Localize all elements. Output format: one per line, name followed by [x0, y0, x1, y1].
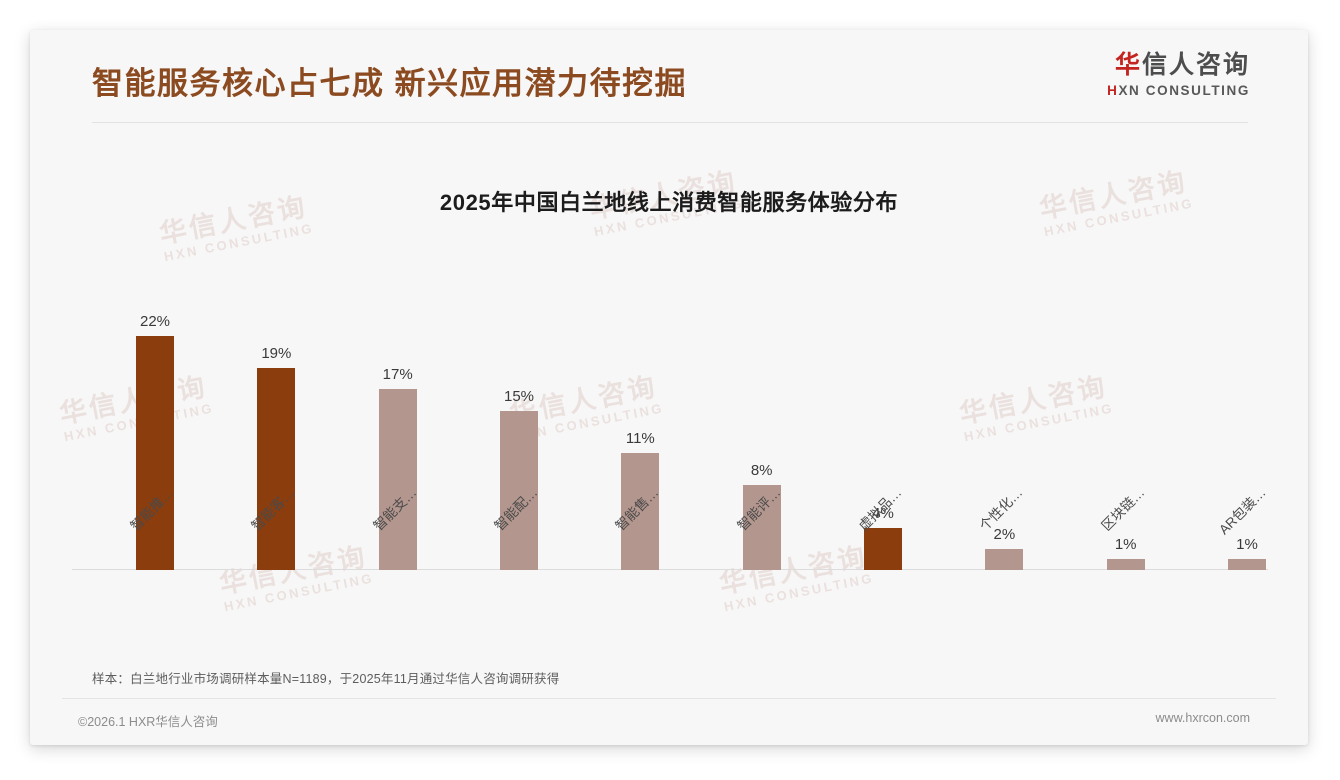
bar-chart-plot: 22% 智能推… 19% 智能客… 17% 智能支… 15% 智能配… 11% 智能售… 8% 智能评… — [72, 250, 1268, 680]
bar-label-slot: 智能支… — [338, 485, 458, 680]
bar-label-slot: 虚拟品… — [823, 485, 943, 680]
bar[interactable] — [257, 368, 296, 570]
header-divider — [92, 122, 1248, 123]
bar-value-label: 17% — [382, 366, 413, 384]
axis-baseline — [72, 569, 1268, 570]
bar[interactable] — [742, 485, 781, 570]
bar-label-slot: 智能客… — [216, 485, 336, 680]
bar-category-text: 智能配… — [491, 484, 541, 534]
bar-value-label: 11% — [625, 430, 655, 448]
bar-group: 19% — [216, 250, 336, 570]
bar[interactable] — [136, 336, 174, 570]
bar-label-slot: 智能推… — [95, 485, 215, 680]
bar-category-text: 智能售… — [612, 484, 662, 534]
logo-text-en: HXN CONSULTING — [1107, 82, 1250, 98]
bar-group: 17% — [338, 250, 458, 570]
bar-group: 1% — [1187, 250, 1307, 570]
bar[interactable] — [1106, 559, 1145, 570]
bar-label-slot: AR包装… — [1187, 485, 1307, 680]
bar[interactable] — [621, 453, 660, 570]
bar-category-label: AR包装… — [1187, 476, 1307, 576]
bar[interactable] — [378, 389, 417, 570]
bar-group: 8% — [702, 250, 822, 570]
chart-title: 2025年中国白兰地线上消费智能服务体验分布 — [439, 190, 899, 215]
bar-category-label: 智能评… — [702, 476, 822, 576]
bar-category-text: 智能评… — [734, 484, 784, 534]
bar-category-text: 智能推… — [127, 484, 177, 534]
bar-category-text: AR包装… — [1215, 484, 1269, 538]
bar-category-text: 智能支… — [370, 484, 420, 534]
bar-category-label: 智能客… — [216, 476, 336, 576]
logo-text-cn: 华信人咨询 — [1114, 51, 1250, 79]
bar-label-slot: 智能配… — [459, 485, 579, 680]
sample-note: 样本：白兰地行业市场调研样本量N=1189，于2025年11月通过华信人咨询调研… — [92, 672, 560, 686]
bar-label-slot: 区块链… — [1066, 485, 1186, 680]
bar-value-label: 2% — [993, 525, 1016, 543]
bar-category-label: 区块链… — [1066, 476, 1186, 576]
bar-category-label: 虚拟品… — [823, 476, 943, 576]
bar-value-label: 22% — [139, 313, 171, 331]
bar-group: 4% — [823, 250, 943, 570]
bar-category-label: 个性化… — [944, 476, 1064, 576]
bar-category-text: 区块链… — [1098, 484, 1148, 534]
bar-group: 22% — [95, 250, 215, 570]
bar-category-label: 智能配… — [459, 476, 579, 576]
footer-copyright: ©2026.1 HXR华信人咨询 — [78, 715, 218, 729]
bar-group: 15% — [459, 250, 579, 570]
bar[interactable] — [864, 527, 902, 570]
slide-footer: ©2026.1 HXR华信人咨询 www.hxrcon.com — [30, 699, 1308, 745]
bar-value-label: 4% — [872, 504, 894, 522]
footer-website: www.hxrcon.com — [1155, 711, 1250, 725]
bar-value-label: 15% — [503, 387, 535, 405]
bar-category-label: 智能支… — [338, 476, 458, 576]
bar-category-text: 智能客… — [248, 484, 298, 534]
page-title: 智能服务核心占七成 新兴应用潜力待挖掘 — [92, 66, 688, 101]
slide-header: 智能服务核心占七成 新兴应用潜力待挖掘 华信人咨询 HXN CONSULTING — [30, 30, 1308, 122]
chart-area: 2025年中国白兰地线上消费智能服务体验分布 22% 智能推… 19% 智能客… 17%… — [30, 130, 1308, 670]
bar-value-label: 19% — [261, 345, 292, 363]
bar[interactable] — [1228, 559, 1266, 570]
bar-group: 1% — [1066, 250, 1186, 570]
bar-label-slot: 智能评… — [702, 485, 822, 680]
bar-label-slot: 智能售… — [580, 485, 700, 680]
bar-label-slot: 个性化… — [944, 485, 1064, 680]
bar[interactable] — [985, 548, 1024, 570]
slide-card: 华信人咨询 HXN CONSULTING 华信人咨询 HXN CONSULTIN… — [30, 30, 1308, 745]
bar[interactable] — [500, 410, 538, 570]
bar-value-label: 1% — [1114, 536, 1137, 554]
bar-value-label: 1% — [1236, 536, 1258, 554]
bar-category-label: 智能售… — [580, 476, 700, 576]
bar-group: 2% — [944, 250, 1064, 570]
bar-category-text: 虚拟品… — [855, 484, 905, 534]
bar-group: 11% — [580, 250, 700, 570]
bar-category-text: 个性化… — [976, 484, 1026, 534]
footer-divider — [62, 698, 1276, 699]
bar-value-label: 8% — [750, 462, 773, 479]
bar-category-label: 智能推… — [95, 476, 215, 576]
company-logo: 华信人咨询 HXN CONSULTING — [1107, 51, 1250, 98]
